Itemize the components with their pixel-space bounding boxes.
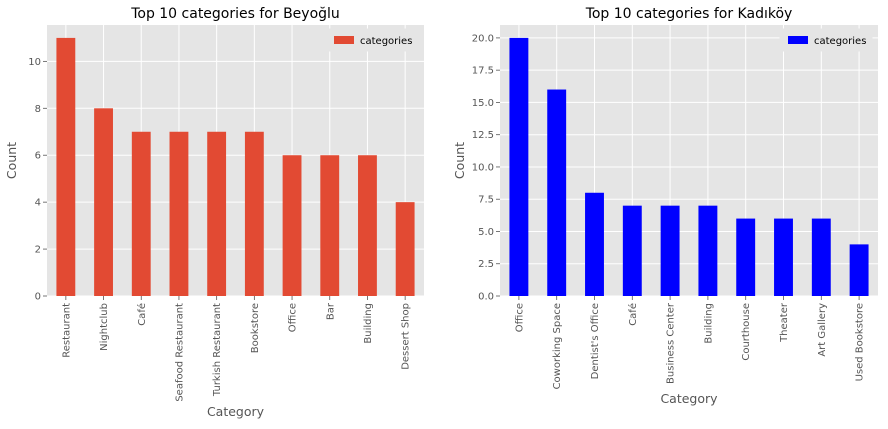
right-xtick-label: Theater: [779, 302, 790, 343]
left-ytick-label: 2: [35, 245, 41, 256]
left-xtick-label: Café: [136, 303, 148, 326]
left-legend-swatch: [334, 36, 354, 44]
left-chart-panel: 0 2 4 6 8 10 Restaurant Nightclub Café Seafood Re…: [4, 6, 424, 419]
right-y-axis-label: Count: [452, 142, 467, 179]
right-bar-6: [736, 218, 756, 296]
right-legend-box: [779, 28, 873, 52]
left-bar-4: [207, 131, 227, 296]
left-ytick-label: 0: [35, 292, 41, 303]
right-xtick-label: Used Bookstore: [855, 303, 866, 381]
right-ytick-label: 5.0: [478, 227, 494, 238]
left-bar-5: [244, 131, 264, 296]
left-ytick-label: 10: [28, 57, 41, 68]
right-bar-3: [622, 205, 642, 296]
left-bar-8: [358, 155, 377, 296]
right-ytick-label: 0.0: [478, 292, 494, 303]
right-ytick-label: 20.0: [472, 33, 494, 44]
right-bar-0: [509, 37, 529, 297]
right-x-axis-label: Category: [660, 391, 718, 406]
left-ytick-label: 6: [35, 151, 41, 162]
left-bar-3: [169, 131, 189, 296]
right-chart-title: Top 10 categories for Kadıköy: [585, 6, 793, 22]
left-legend-label: categories: [360, 36, 412, 47]
right-bar-8: [811, 218, 831, 296]
left-xtick-label: Turkish Restaurant: [212, 303, 223, 397]
left-bar-2: [131, 131, 151, 296]
right-ytick-label: 12.5: [472, 130, 494, 141]
right-legend: categories: [779, 28, 873, 52]
left-bar-0: [56, 37, 76, 297]
right-bar-4: [660, 205, 680, 296]
right-xtick-label: Coworking Space: [552, 303, 563, 389]
right-legend-label: categories: [814, 36, 866, 47]
left-legend: categories: [325, 28, 419, 52]
right-bar-9: [849, 244, 869, 296]
right-xtick-label: Café: [627, 303, 639, 326]
right-bar-7: [774, 218, 793, 296]
right-ytick-label: 15.0: [472, 98, 494, 109]
left-xtick-label: Nightclub: [99, 303, 110, 351]
right-xtick-label: Dentist's Office: [590, 303, 601, 379]
left-y-axis-label: Count: [4, 142, 19, 179]
right-chart-panel: 0.0 2.5 5.0 7.5 10.0 12.5 15.0 17.5 20.0 Office Co…: [452, 6, 878, 406]
right-bar-2: [585, 192, 604, 296]
right-xtick-label: Art Gallery: [817, 303, 828, 357]
left-x-axis-label: Category: [207, 404, 265, 419]
right-xtick-label: Office: [514, 303, 525, 332]
left-bar-7: [320, 155, 340, 296]
left-legend-box: [325, 28, 419, 52]
left-xtick-label: Office: [288, 303, 299, 332]
left-ytick-label: 4: [35, 198, 41, 209]
right-ytick-label: 10.0: [472, 162, 494, 173]
left-bar-1: [94, 108, 113, 296]
right-xtick-label: Business Center: [666, 302, 677, 384]
right-ytick-label: 17.5: [472, 66, 494, 77]
right-xtick-label: Courthouse: [741, 303, 752, 361]
left-xtick-label: Bookstore: [250, 303, 261, 353]
right-legend-swatch: [788, 36, 808, 44]
left-xtick-label: Building: [363, 303, 374, 344]
left-bar-6: [282, 155, 302, 296]
left-chart-title: Top 10 categories for Beyoğlu: [130, 6, 340, 22]
left-xtick-label: Restaurant: [61, 303, 72, 358]
right-ytick-label: 2.5: [478, 259, 494, 270]
right-ytick-label: 7.5: [478, 195, 494, 206]
right-bar-5: [698, 205, 718, 296]
right-bar-1: [547, 89, 567, 297]
left-xtick-label: Dessert Shop: [401, 303, 412, 370]
left-bar-9: [395, 202, 415, 296]
left-xtick-label: Seafood Restaurant: [174, 303, 185, 402]
left-ytick-label: 8: [35, 104, 41, 115]
right-xtick-label: Building: [703, 303, 714, 344]
left-xtick-label: Bar: [325, 302, 336, 320]
